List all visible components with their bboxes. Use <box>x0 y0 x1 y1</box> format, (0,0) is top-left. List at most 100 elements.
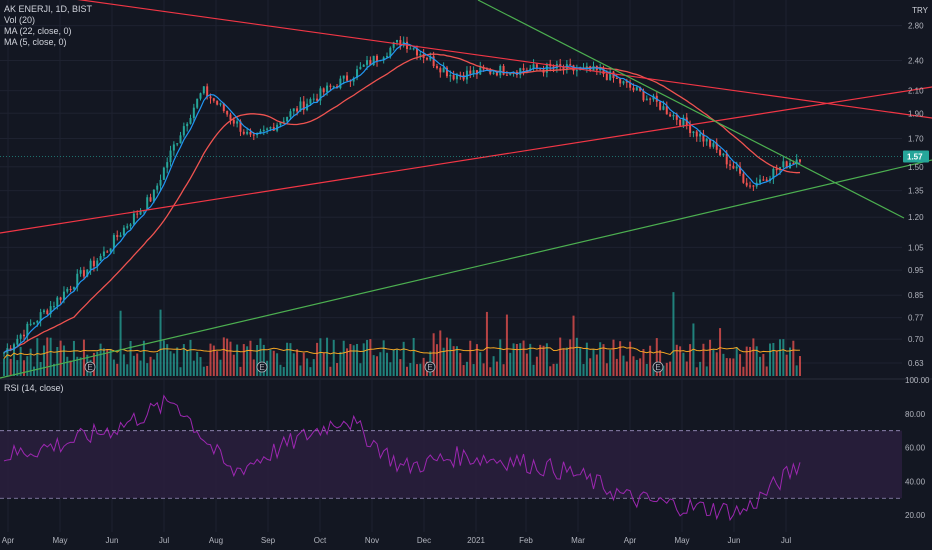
candle-body <box>352 77 355 82</box>
candle-body <box>459 74 462 76</box>
candle-body <box>396 40 399 43</box>
volume-bar <box>166 344 169 376</box>
candle-body <box>792 163 795 165</box>
candle-body <box>162 167 165 180</box>
candle-body <box>552 66 555 69</box>
candle-body <box>585 66 588 68</box>
candle-body <box>415 48 418 56</box>
x-tick-label: 2021 <box>467 536 485 545</box>
volume-bar <box>59 340 62 376</box>
volume-bar <box>412 337 415 376</box>
candle-body <box>412 48 415 50</box>
y-tick-label: 0.95 <box>908 266 924 275</box>
volume-bar <box>635 359 638 376</box>
candle-body <box>206 86 209 97</box>
volume-bar <box>502 364 505 376</box>
volume-bar <box>399 359 402 376</box>
volume-bar <box>509 352 512 376</box>
candle-body <box>166 162 169 168</box>
candle-body <box>159 179 162 186</box>
volume-bar <box>109 348 112 376</box>
candle-body <box>249 131 252 135</box>
candle-body <box>122 227 125 236</box>
volume-bar <box>769 343 772 376</box>
volume-bar <box>592 348 595 376</box>
volume-bar <box>156 352 159 376</box>
candle-body <box>189 117 192 124</box>
volume-bar <box>12 344 15 376</box>
volume-bar <box>142 340 145 376</box>
trendline <box>0 86 932 234</box>
volume-bar <box>552 363 555 376</box>
candle-body <box>745 182 748 186</box>
candle-body <box>722 153 725 156</box>
x-tick-label: Oct <box>314 536 327 545</box>
volume-bar <box>699 361 702 376</box>
candle-body <box>399 40 402 46</box>
candle-body <box>449 75 452 77</box>
volume-bar <box>319 338 322 376</box>
candle-body <box>59 297 62 300</box>
candle-body <box>386 55 389 58</box>
volume-bar <box>519 343 522 376</box>
candle-body <box>635 87 638 91</box>
volume-bar <box>525 353 528 376</box>
candle-body <box>262 129 265 132</box>
volume-bar <box>149 356 152 376</box>
candle-body <box>32 322 35 324</box>
volume-bar <box>99 343 102 376</box>
volume-bar <box>689 344 692 376</box>
candle-body <box>495 72 498 76</box>
candle-body <box>765 179 768 181</box>
volume-bar <box>29 348 32 376</box>
x-tick-label: Jul <box>781 536 791 545</box>
candle-body <box>675 115 678 120</box>
candle-body <box>29 323 32 325</box>
candle-body <box>42 310 45 313</box>
volume-bar <box>206 365 209 376</box>
candle-body <box>169 150 172 163</box>
volume-bar <box>465 361 468 376</box>
candle-body <box>156 185 159 190</box>
volume-bar <box>715 352 718 376</box>
candle-body <box>435 66 438 69</box>
candle-body <box>22 334 25 337</box>
candle-body <box>702 133 705 142</box>
candle-body <box>259 131 262 133</box>
volume-bar <box>226 338 229 376</box>
volume-bar <box>712 349 715 376</box>
volume-bar <box>376 356 379 376</box>
candle-body <box>296 108 299 112</box>
volume-bar <box>382 340 385 376</box>
volume-bar <box>782 339 785 376</box>
earnings-marker-label: E <box>87 363 92 372</box>
volume-bar <box>619 341 622 376</box>
volume-bar <box>349 343 352 376</box>
volume-bar <box>615 358 618 376</box>
candle-body <box>86 269 89 277</box>
volume-bar <box>709 339 712 376</box>
volume-bar <box>455 346 458 376</box>
volume-bar <box>236 344 239 376</box>
candle-body <box>632 87 635 91</box>
volume-bar <box>569 339 572 376</box>
rsi-y-tick-label: 60.00 <box>905 444 926 453</box>
candle-body <box>509 73 512 75</box>
volume-bar <box>112 359 115 376</box>
volume-bar <box>179 367 182 376</box>
y-tick-label: 2.10 <box>908 87 924 96</box>
candle-body <box>329 85 332 87</box>
candle-body <box>26 323 29 337</box>
earnings-marker <box>424 361 436 373</box>
candle-body <box>605 74 608 80</box>
volume-bar <box>462 365 465 376</box>
volume-bar <box>742 366 745 376</box>
candle-body <box>669 114 672 117</box>
candle-body <box>629 82 632 88</box>
legend-ma5: MA (5, close, 0) <box>4 37 67 47</box>
candle-body <box>212 98 215 101</box>
candle-body <box>689 125 692 134</box>
candle-body <box>569 64 572 66</box>
candle-body <box>302 101 305 110</box>
volume-bar <box>299 365 302 376</box>
